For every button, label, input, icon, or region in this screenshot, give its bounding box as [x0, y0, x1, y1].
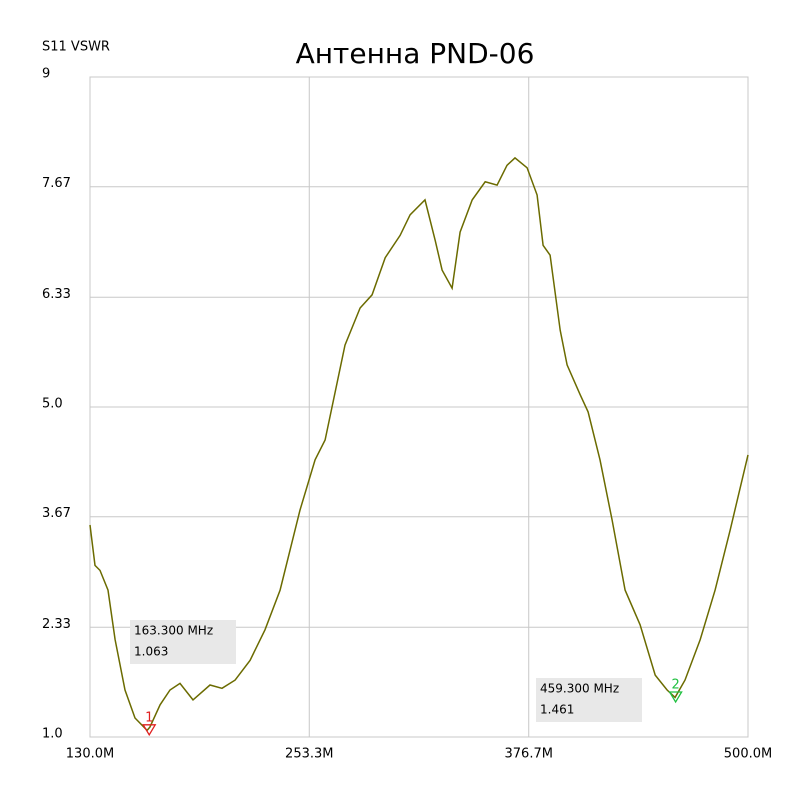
- x-tick-label: 130.0M: [66, 747, 114, 762]
- marker-triangle: [668, 691, 683, 704]
- marker-triangle: [142, 724, 157, 737]
- marker-value: 1.063: [134, 645, 168, 659]
- marker-value: 1.461: [540, 703, 574, 717]
- marker-box: [130, 620, 236, 664]
- x-tick-label: 376.7M: [505, 747, 553, 762]
- y-tick-label: 3.67: [42, 506, 71, 521]
- y-tick-label: 2.33: [42, 617, 71, 632]
- y-axis-label: S11 VSWR: [42, 40, 110, 55]
- y-tick-label: 9: [42, 67, 50, 82]
- y-tick-label: 7.67: [42, 176, 71, 191]
- y-tick-label: 1.0: [42, 727, 63, 742]
- marker-number: 2: [671, 677, 679, 692]
- plot-frame: [89, 76, 749, 738]
- chart-title: Антенна PND-06: [296, 37, 535, 70]
- vswr-line: [89, 156, 749, 732]
- marker-frequency: 459.300 MHz: [540, 682, 619, 696]
- x-tick-label: 500.0M: [724, 747, 772, 762]
- marker-frequency: 163.300 MHz: [134, 624, 213, 638]
- marker-number: 1: [145, 710, 153, 725]
- x-tick-label: 253.3M: [285, 747, 333, 762]
- y-tick-label: 5.0: [42, 397, 63, 412]
- y-tick-label: 6.33: [42, 287, 71, 302]
- marker-box: [536, 678, 642, 722]
